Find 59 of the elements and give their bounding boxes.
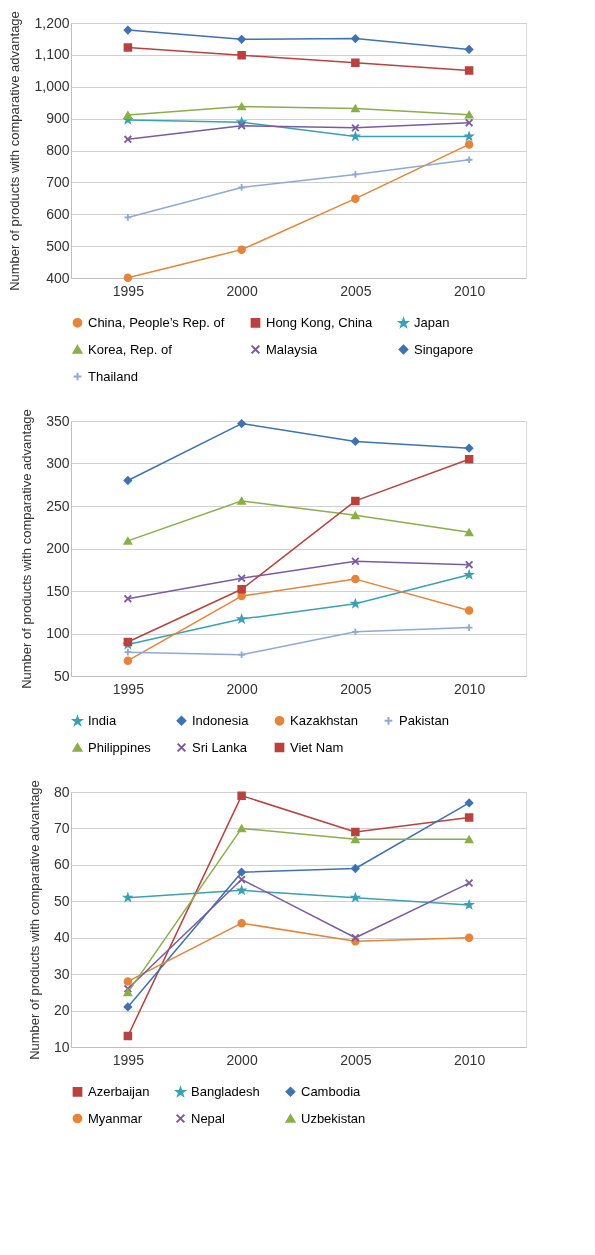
x-tick-label: 2005: [340, 1051, 372, 1068]
legend-label: Viet Nam: [290, 739, 344, 755]
y-tick-label: 40: [53, 929, 70, 946]
x-tick-label: 2010: [454, 680, 486, 697]
y-tick-label: 1,200: [34, 14, 70, 31]
x-tick-label: 2005: [340, 282, 372, 299]
legend-label: Bangladesh: [191, 1084, 260, 1100]
y-axis-title: Number of products with comparative advantage: [19, 409, 35, 689]
legend-label: Myanmar: [88, 1110, 143, 1126]
legend-label: Japan: [414, 315, 450, 331]
legend-label: India: [88, 713, 117, 729]
legend-label: Azerbaijan: [88, 1083, 150, 1099]
y-tick-label: 60: [53, 856, 70, 873]
legend-label: Pakistan: [399, 712, 449, 728]
y-tick-label: 50: [53, 892, 70, 909]
y-tick-label: 10: [53, 1038, 70, 1055]
x-tick-label: 2010: [454, 282, 486, 299]
y-tick-label: 70: [53, 819, 70, 836]
y-tick-label: 400: [46, 269, 70, 286]
y-axis-title: Number of products with comparative advantage: [7, 11, 23, 291]
y-tick-label: 500: [46, 237, 70, 254]
x-tick-label: 1995: [112, 680, 145, 697]
x-tick-label: 1995: [112, 282, 145, 299]
legend-label: Philippines: [88, 739, 152, 755]
legend-label: Korea, Rep. of: [88, 341, 173, 357]
legend-label: Malaysia: [266, 341, 319, 357]
y-tick-label: 700: [46, 173, 70, 190]
legend-label: Sri Lanka: [192, 739, 248, 755]
y-tick-label: 50: [53, 667, 70, 684]
y-axis-title: Number of products with comparative advantage: [26, 780, 42, 1060]
legend-label: Indonesia: [192, 712, 250, 728]
x-tick-label: 2000: [226, 282, 258, 299]
legend-label: Cambodia: [301, 1083, 362, 1099]
y-tick-label: 100: [46, 625, 70, 641]
y-tick-label: 30: [53, 965, 70, 982]
y-tick-label: 1,000: [34, 78, 70, 95]
y-tick-label: 900: [46, 110, 70, 127]
y-tick-label: 250: [46, 497, 70, 514]
y-tick-label: 20: [53, 1002, 70, 1019]
legend-label: Hong Kong, China: [266, 314, 374, 330]
y-tick-label: 350: [46, 412, 70, 429]
legend-label: Singapore: [414, 341, 474, 357]
y-tick-label: 800: [46, 142, 70, 158]
x-tick-label: 2005: [340, 680, 372, 697]
legend-label: Thailand: [88, 368, 138, 384]
x-tick-label: 2000: [226, 680, 258, 697]
y-tick-label: 300: [46, 455, 70, 471]
y-tick-label: 200: [46, 540, 70, 556]
legend-label: Nepal: [191, 1110, 226, 1126]
legend-label: Uzbekistan: [301, 1110, 366, 1126]
legend-label: China, People’s Rep. of: [88, 314, 225, 330]
y-tick-label: 80: [53, 783, 70, 800]
x-tick-label: 2010: [454, 1051, 486, 1068]
legend-label: Kazakhstan: [290, 712, 358, 728]
x-tick-label: 2000: [226, 1051, 258, 1068]
y-tick-label: 1,100: [34, 46, 70, 63]
x-tick-label: 1995: [112, 1051, 145, 1068]
y-tick-label: 600: [46, 205, 70, 222]
y-tick-label: 150: [46, 582, 70, 599]
